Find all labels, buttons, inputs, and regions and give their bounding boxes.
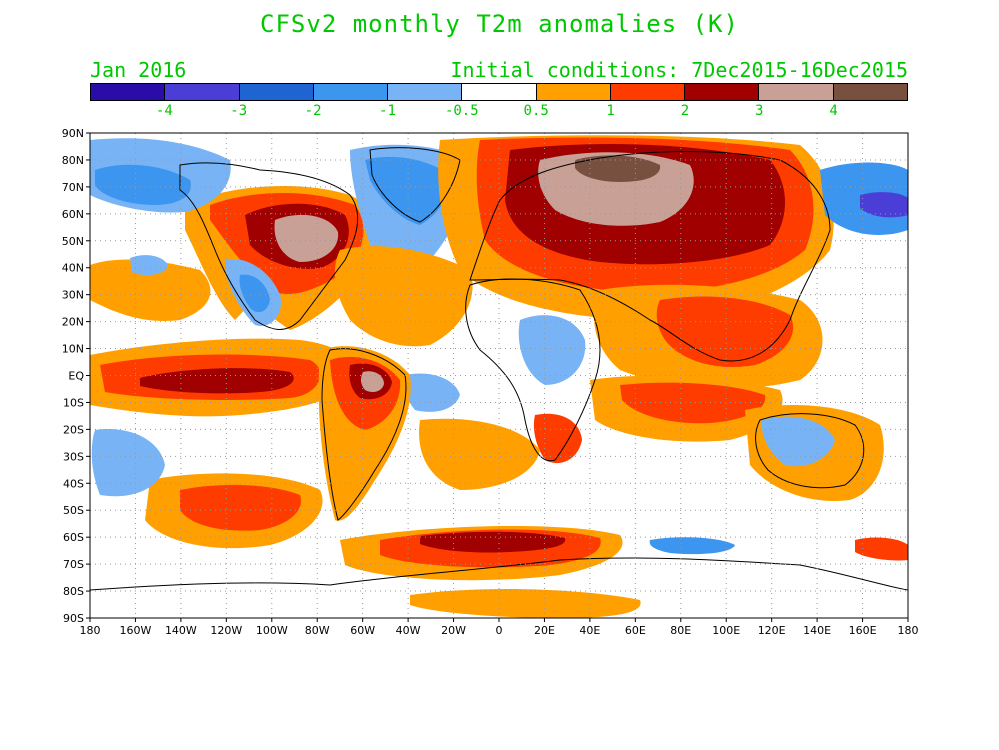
lon-label: 60E — [625, 624, 646, 637]
color-scale-label: 0.5 — [523, 103, 549, 119]
s-africa-red — [533, 413, 582, 464]
lat-label: 50N — [62, 235, 84, 248]
longitude-labels: 180 160W 140W 120W 100W 80W 60W 40W 20W 0 20E 40E 60… — [80, 624, 919, 637]
color-scale-label: -4 — [155, 103, 173, 119]
color-scale-label: -1 — [379, 103, 396, 119]
lat-label: 20S — [63, 423, 84, 436]
color-scale-label: -0.5 — [444, 103, 479, 119]
lon-label: 20E — [534, 624, 555, 637]
lon-label: 20W — [441, 624, 466, 637]
lon-label: 160W — [120, 624, 152, 637]
antarctica-coast — [90, 557, 908, 591]
color-scale-swatch — [759, 84, 834, 100]
s-asia-red — [656, 296, 794, 368]
lon-label: 180 — [898, 624, 919, 637]
n-america-coast — [179, 162, 359, 330]
siberia-darkbrown — [575, 155, 661, 182]
gridlines — [90, 133, 908, 618]
hawaii-blue — [130, 255, 168, 276]
coastlines — [90, 147, 908, 591]
alaska-blue-dark — [95, 164, 191, 205]
latitude-labels: 90N 80N 70N 60N 50N 40N 30N 20N 10N EQ 10S 20S 30S 40… — [62, 127, 85, 625]
lon-label: 180 — [80, 624, 101, 637]
initial-conditions: Initial conditions: 7Dec2015-16Dec2015 — [450, 58, 908, 82]
far-east-darkblue — [860, 192, 908, 218]
ross-sea-red — [855, 537, 908, 561]
lon-label: 80E — [670, 624, 691, 637]
lat-label: 10S — [63, 396, 84, 409]
color-scale-swatch — [685, 84, 760, 100]
color-scale-swatch — [239, 84, 314, 100]
lat-label: 70N — [62, 181, 84, 194]
lon-label: 40W — [396, 624, 421, 637]
lat-label: 30N — [62, 289, 84, 302]
color-scale-label: 3 — [755, 103, 764, 119]
africa-cool — [518, 315, 586, 385]
lat-label: 60S — [63, 531, 84, 544]
s-america-coast — [321, 348, 407, 521]
lon-label: 0 — [496, 624, 503, 637]
map-title: CFSv2 monthly T2m anomalies (K) — [260, 10, 739, 38]
lon-label: 40E — [579, 624, 600, 637]
lat-label: 20N — [62, 316, 84, 329]
n-pacific-orange — [90, 259, 211, 321]
lon-label: 60W — [350, 624, 375, 637]
color-scale-labels: -4 -3 -2 -1 -0.5 0.5 1 2 3 4 — [90, 103, 908, 123]
antarctic-orange — [410, 588, 641, 618]
lat-label: 60N — [62, 208, 84, 221]
color-scale-swatch — [91, 84, 166, 100]
color-scale-label: 4 — [829, 103, 838, 119]
lat-label: 30S — [63, 450, 84, 463]
color-scale-label: 2 — [680, 103, 690, 119]
lat-label: 40N — [62, 262, 84, 275]
color-scale-swatch — [536, 84, 611, 100]
s-ocean-darkred — [420, 531, 566, 553]
color-scale-swatch — [388, 84, 463, 100]
axis-ticks — [86, 132, 909, 622]
lon-label: 160E — [849, 624, 877, 637]
lat-label: EQ — [68, 370, 84, 383]
se-us-blue2 — [239, 274, 270, 313]
color-scale-swatch — [165, 84, 240, 100]
lon-label: 140W — [165, 624, 197, 637]
greenland-coast — [369, 147, 461, 223]
lon-label: 140E — [803, 624, 831, 637]
greenland-blue-dark — [365, 156, 451, 225]
australia-coast — [755, 413, 865, 489]
color-scale-swatch — [833, 84, 907, 100]
s-ocean-blue — [649, 537, 735, 555]
pacific-darkred-core — [140, 368, 294, 394]
forecast-month: Jan 2016 — [90, 58, 187, 82]
africa-coast — [465, 278, 601, 462]
lon-label: 120E — [758, 624, 786, 637]
lat-label: 90N — [62, 127, 84, 140]
lat-label: 90S — [63, 612, 84, 625]
lat-label: 80N — [62, 154, 84, 167]
color-scale-bar — [90, 83, 908, 101]
color-scale-label: -3 — [230, 103, 248, 119]
eurasia-coast — [469, 151, 831, 362]
color-scale-swatch — [462, 84, 537, 100]
atlantic-orange — [334, 246, 473, 347]
lon-label: 80W — [305, 624, 330, 637]
color-scale-swatch — [313, 84, 389, 100]
color-scale-label: 1 — [606, 103, 615, 119]
indian-ocean-red — [620, 382, 766, 424]
lat-label: 10N — [62, 343, 84, 356]
color-scale-label: -2 — [304, 103, 322, 119]
s-pacific-blue — [91, 429, 165, 497]
lon-label: 100E — [712, 624, 740, 637]
lat-label: 50S — [63, 504, 84, 517]
s-atlantic-orange — [419, 418, 540, 490]
canada-brown — [274, 214, 339, 262]
lat-label: 40S — [63, 477, 84, 490]
lat-label: 70S — [63, 558, 84, 571]
amazon-brown — [360, 371, 384, 392]
lat-label: 80S — [63, 585, 84, 598]
lon-label: 120W — [210, 624, 242, 637]
s-pacific-red — [180, 484, 301, 531]
lon-label: 100W — [256, 624, 288, 637]
color-scale-swatch — [610, 84, 686, 100]
